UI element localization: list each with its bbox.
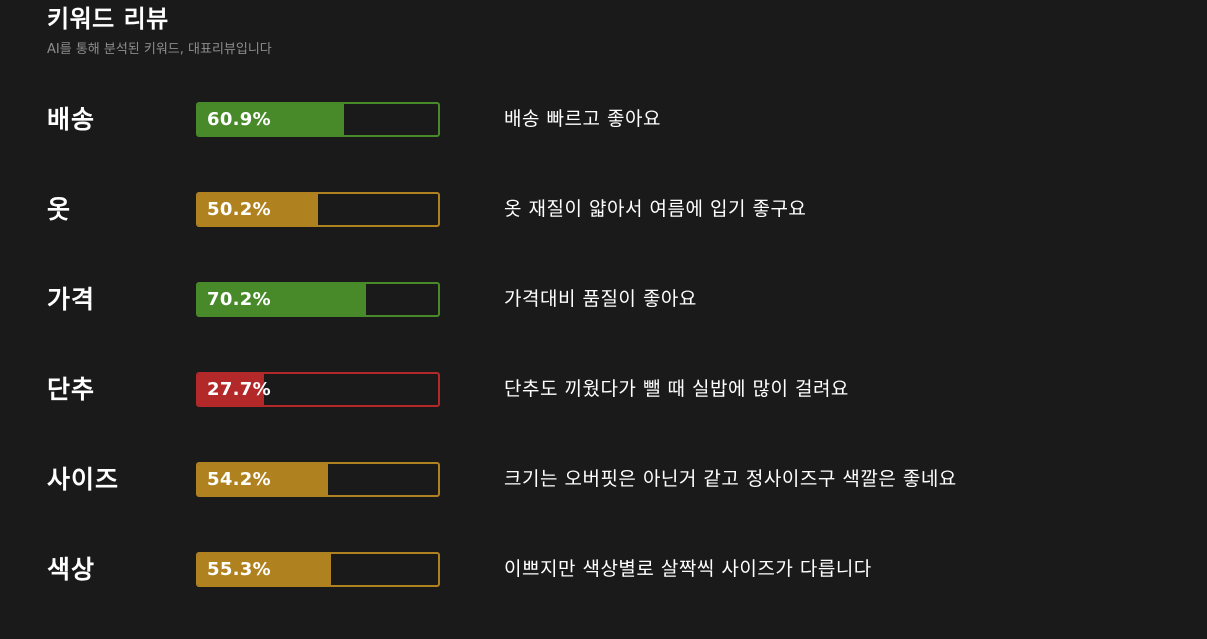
representative-review: 이쁘지만 색상별로 살짝씩 사이즈가 다릅니다 xyxy=(504,558,872,580)
page-title: 키워드 리뷰 xyxy=(47,5,169,33)
keyword-list: 배송 60.9% 배송 빠르고 좋아요 옷 50.2% 옷 재질이 얇아서 여름… xyxy=(0,102,1207,639)
representative-review: 옷 재질이 얇아서 여름에 입기 좋구요 xyxy=(504,198,807,220)
keyword-label: 단추 xyxy=(47,375,96,404)
page-subtitle: AI를 통해 분석된 키워드, 대표리뷰입니다 xyxy=(47,42,272,57)
percent-bar: 55.3% xyxy=(196,552,440,587)
percent-label: 60.9% xyxy=(207,109,271,130)
header: 키워드 리뷰 AI를 통해 분석된 키워드, 대표리뷰입니다 xyxy=(47,4,272,58)
percent-bar-fill xyxy=(198,194,319,225)
keyword-row-color[interactable]: 색상 55.3% 이쁘지만 색상별로 살짝씩 사이즈가 다릅니다 xyxy=(0,552,1207,639)
percent-label: 70.2% xyxy=(207,289,271,310)
representative-review: 크기는 오버핏은 아닌거 같고 정사이즈구 색깔은 좋네요 xyxy=(504,468,957,490)
keyword-label: 색상 xyxy=(47,555,96,584)
keyword-label: 옷 xyxy=(47,195,72,224)
keyword-row-buttons[interactable]: 단추 27.7% 단추도 끼웠다가 뺄 때 실밥에 많이 걸려요 xyxy=(0,372,1207,462)
percent-bar: 27.7% xyxy=(196,372,440,407)
percent-label: 55.3% xyxy=(207,559,271,580)
representative-review: 단추도 끼웠다가 뺄 때 실밥에 많이 걸려요 xyxy=(504,378,849,400)
percent-bar-fill xyxy=(198,284,367,315)
keyword-row-size[interactable]: 사이즈 54.2% 크기는 오버핏은 아닌거 같고 정사이즈구 색깔은 좋네요 xyxy=(0,462,1207,552)
percent-bar-fill xyxy=(198,374,265,405)
keyword-label: 가격 xyxy=(47,285,96,314)
keyword-row-price[interactable]: 가격 70.2% 가격대비 품질이 좋아요 xyxy=(0,282,1207,372)
keyword-label: 배송 xyxy=(47,105,96,134)
percent-bar: 54.2% xyxy=(196,462,440,497)
percent-label: 27.7% xyxy=(207,379,271,400)
keyword-row-delivery[interactable]: 배송 60.9% 배송 빠르고 좋아요 xyxy=(0,102,1207,192)
representative-review: 가격대비 품질이 좋아요 xyxy=(504,288,697,310)
keyword-label: 사이즈 xyxy=(47,465,120,494)
percent-bar-fill xyxy=(198,464,329,495)
representative-review: 배송 빠르고 좋아요 xyxy=(504,108,661,130)
percent-bar: 60.9% xyxy=(196,102,440,137)
percent-bar: 50.2% xyxy=(196,192,440,227)
percent-bar: 70.2% xyxy=(196,282,440,317)
percent-label: 50.2% xyxy=(207,199,271,220)
percent-label: 54.2% xyxy=(207,469,271,490)
keyword-row-clothes[interactable]: 옷 50.2% 옷 재질이 얇아서 여름에 입기 좋구요 xyxy=(0,192,1207,282)
percent-bar-fill xyxy=(198,554,331,585)
percent-bar-fill xyxy=(198,104,345,135)
